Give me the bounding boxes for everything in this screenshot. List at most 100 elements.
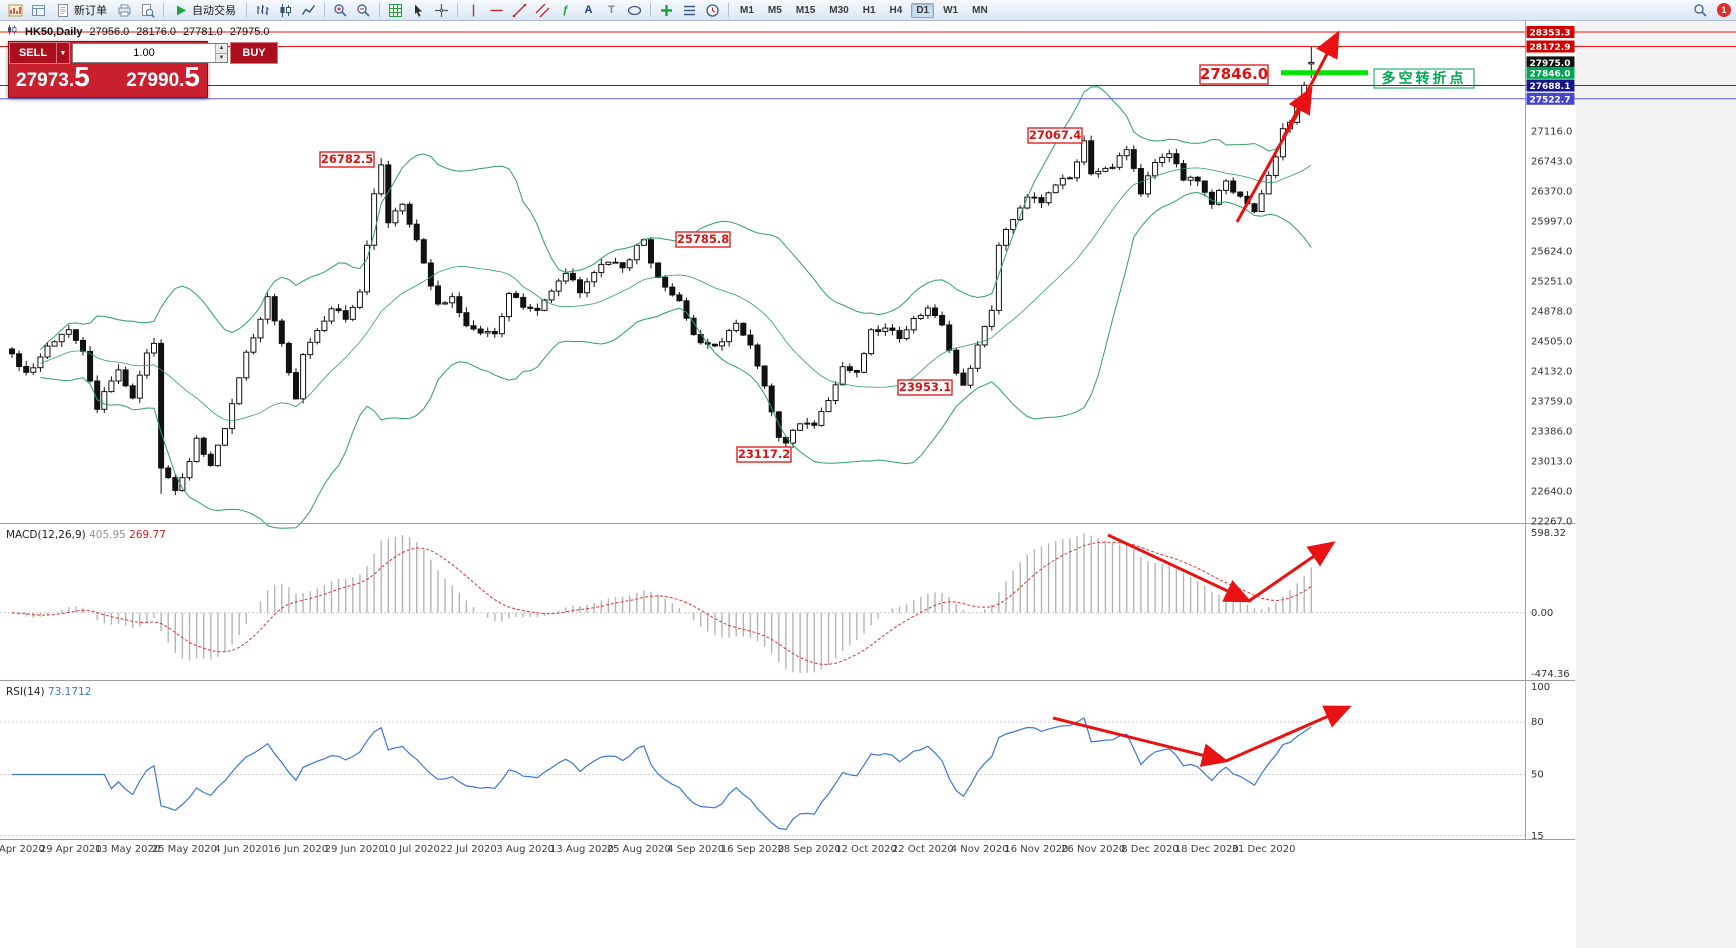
svg-text:28172.9: 28172.9 [1530, 43, 1571, 53]
price-tag-28172.9 [1526, 40, 1575, 53]
trend-arrows[interactable] [1052, 30, 1352, 767]
auto-trading-button[interactable]: 自动交易 [169, 2, 241, 19]
macd-histogram [18, 533, 1313, 673]
toolbar-separator [246, 3, 247, 17]
print-icon[interactable] [114, 2, 135, 19]
price-tag-27975.0 [1526, 56, 1575, 69]
svg-text:18 Dec 2020: 18 Dec 2020 [1175, 844, 1239, 855]
cursor-icon[interactable] [408, 2, 429, 19]
chart-symbol-label: HK50,Daily [25, 25, 83, 38]
ohlc-high: 28176.0 [136, 25, 177, 38]
label-icon[interactable]: T [608, 4, 615, 16]
timeframe-M15[interactable]: M15 [795, 4, 816, 16]
timeframe-D1[interactable]: D1 [911, 2, 935, 18]
volume-spinner: ▲ ▼ [215, 44, 227, 62]
rsi-label: RSI(14) 73.1712 [6, 686, 91, 698]
notifications-badge[interactable]: 1 [1717, 3, 1731, 17]
zoom-out-icon[interactable] [353, 2, 374, 19]
objects-list-icon[interactable] [679, 2, 700, 19]
svg-text:27116.0: 27116.0 [1531, 126, 1572, 137]
svg-text:15: 15 [1531, 831, 1544, 842]
fibonacci-icon[interactable]: ƒ [562, 4, 569, 16]
svg-text:23386.0: 23386.0 [1531, 426, 1572, 437]
price-tag-27688.1 [1526, 79, 1575, 92]
timeframe-MN[interactable]: MN [972, 4, 988, 16]
timeframe-M30[interactable]: M30 [829, 4, 849, 16]
trendline-icon[interactable] [509, 2, 530, 19]
new-chart-icon[interactable] [5, 2, 26, 19]
timeframe-H1[interactable]: H1 [862, 4, 876, 16]
svg-text:8 Dec 2020: 8 Dec 2020 [1121, 844, 1179, 855]
search-icon[interactable] [1690, 2, 1711, 19]
svg-text:4 Jun 2020: 4 Jun 2020 [214, 844, 268, 855]
svg-text:23759.0: 23759.0 [1531, 396, 1572, 407]
toolbar-separator [457, 3, 458, 17]
candlestick-chart-icon[interactable] [275, 2, 296, 19]
svg-text:27846.0: 27846.0 [1200, 65, 1268, 83]
price-tag-28353.3 [1526, 26, 1575, 38]
timeframe-M1[interactable]: M1 [740, 4, 754, 16]
annotation-box [675, 231, 731, 248]
sell-options-dropdown[interactable]: ▼ [57, 42, 70, 64]
timeframe-M5[interactable]: M5 [767, 4, 782, 16]
toolbar: 新订单 自动交易 ƒ A T M1 M5 M15 M30 H1 H4 D1 W1 MN 1 [0, 0, 1736, 21]
svg-text:25785.8: 25785.8 [677, 232, 729, 246]
vertical-line-icon[interactable] [463, 2, 484, 19]
svg-text:16 Jun 2020: 16 Jun 2020 [268, 844, 328, 855]
text-icon[interactable]: A [584, 4, 593, 16]
line-chart-icon[interactable] [298, 2, 319, 19]
volume-input[interactable] [73, 44, 215, 62]
svg-text:80: 80 [1531, 717, 1544, 728]
price-axis[interactable]: 27116.0 26743.0 26370.0 25997.0 25624.0 25251… [1531, 126, 1572, 527]
svg-text:27975.0: 27975.0 [1530, 59, 1571, 69]
tile-windows-icon[interactable] [385, 2, 406, 19]
volume-down-button[interactable]: ▼ [215, 53, 227, 62]
annotation-box [319, 151, 375, 168]
profiles-icon[interactable] [28, 2, 49, 19]
price-annotations[interactable]: 26782.5 25785.8 23117.2 23953.1 27067.4 27846… [319, 64, 1269, 463]
svg-text:28 Sep 2020: 28 Sep 2020 [778, 844, 841, 855]
bar-chart-icon[interactable] [252, 2, 273, 19]
svg-text:23013.0: 23013.0 [1531, 456, 1572, 467]
turning-point-note-box[interactable] [1373, 68, 1475, 89]
svg-text:26782.5: 26782.5 [321, 152, 373, 166]
svg-text:24878.0: 24878.0 [1531, 306, 1572, 317]
chart-background [0, 21, 1736, 948]
period-icon[interactable] [702, 2, 723, 19]
chart-ohlc-header: HK50,Daily 27956.0 28176.0 27781.0 27975… [6, 24, 270, 39]
toolbar-separator [324, 3, 325, 17]
shapes-icon[interactable] [624, 2, 645, 19]
svg-text:27688.1: 27688.1 [1530, 82, 1571, 92]
svg-text:3 Aug 2020: 3 Aug 2020 [496, 844, 554, 855]
zoom-in-icon[interactable] [330, 2, 351, 19]
svg-text:27067.4: 27067.4 [1029, 128, 1081, 142]
sell-button[interactable]: SELL [9, 42, 57, 64]
svg-text:22 Jul 2020: 22 Jul 2020 [440, 844, 497, 855]
horizontal-line-icon[interactable] [486, 2, 507, 19]
svg-text:29 Apr 2020: 29 Apr 2020 [40, 844, 102, 855]
svg-text:50: 50 [1531, 770, 1544, 781]
annotation-box [736, 446, 792, 463]
print-preview-icon[interactable] [137, 2, 158, 19]
svg-text:27522.7: 27522.7 [1530, 95, 1571, 105]
candlesticks [9, 46, 1315, 495]
indicators-icon[interactable] [656, 2, 677, 19]
annotation-box [897, 379, 953, 396]
crosshair-icon[interactable] [431, 2, 452, 19]
timeframe-W1[interactable]: W1 [943, 4, 959, 16]
new-order-button[interactable]: 新订单 [51, 2, 112, 19]
svg-text:13 Aug 2020: 13 Aug 2020 [550, 844, 614, 855]
chart-canvas[interactable]: 27116.0 26743.0 26370.0 25997.0 25624.0 25251… [0, 21, 1736, 948]
annotation-box [1199, 64, 1269, 85]
svg-text:25 May 2020: 25 May 2020 [152, 844, 217, 855]
sell-price: 27973.5 [16, 61, 90, 92]
svg-text:4 Nov 2020: 4 Nov 2020 [951, 844, 1009, 855]
svg-text:100: 100 [1531, 682, 1550, 693]
buy-button[interactable]: BUY [230, 42, 278, 64]
channel-icon[interactable] [532, 2, 553, 19]
volume-up-button[interactable]: ▲ [215, 44, 227, 54]
svg-text:16 Nov 2020: 16 Nov 2020 [1004, 844, 1068, 855]
timeframe-H4[interactable]: H4 [889, 4, 903, 16]
